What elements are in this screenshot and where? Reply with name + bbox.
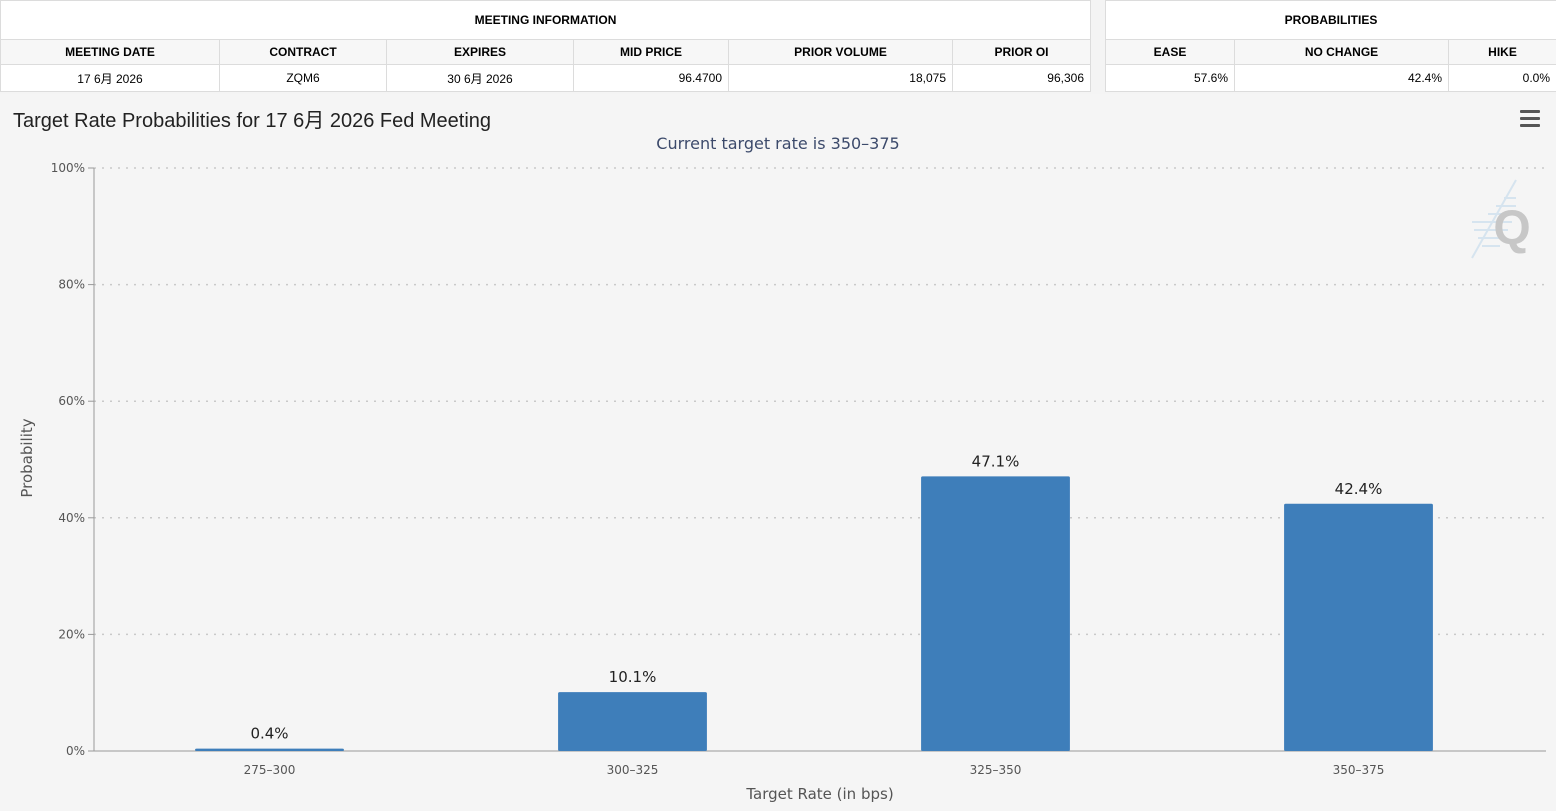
- bar[interactable]: [195, 748, 344, 751]
- logo-letter: Q: [1493, 202, 1530, 255]
- y-tick-label: 80%: [58, 278, 85, 292]
- bar[interactable]: [558, 692, 707, 751]
- x-axis-ticks: 275–300 300–325 325–350 350–375: [244, 763, 1385, 777]
- header-expires: EXPIRES: [386, 39, 574, 65]
- cell-prior-oi: 96,306: [952, 64, 1091, 92]
- cell-ease: 57.6%: [1105, 64, 1235, 92]
- data-label: 47.1%: [972, 452, 1020, 470]
- header-prior-volume: PRIOR VOLUME: [728, 39, 953, 65]
- cell-prior-volume: 18,075: [728, 64, 953, 92]
- header-meeting-date: MEETING DATE: [0, 39, 220, 65]
- data-labels: 0.4% 10.1% 47.1% 42.4%: [250, 452, 1382, 742]
- x-axis-title: Target Rate (in bps): [745, 785, 893, 803]
- probabilities-table: PROBABILITIES EASE NO CHANGE HIKE 57.6% …: [1104, 0, 1556, 92]
- y-axis-title: Probability: [18, 418, 36, 497]
- cell-hike: 0.0%: [1447, 64, 1556, 92]
- header-contract: CONTRACT: [219, 39, 387, 65]
- y-tick-label: 20%: [58, 627, 85, 641]
- table-row: 57.6% 42.4% 0.0%: [1105, 64, 1556, 92]
- q-logo-icon: Q: [1471, 179, 1531, 259]
- y-tick-label: 40%: [58, 511, 85, 525]
- x-tick-label: 325–350: [970, 763, 1022, 777]
- y-axis-ticks: 0% 20% 40% 60% 80% 100%: [51, 161, 94, 758]
- cell-contract: ZQM6: [219, 64, 387, 92]
- data-label: 42.4%: [1335, 480, 1383, 498]
- x-tick-label: 350–375: [1333, 763, 1385, 777]
- x-tick-label: 300–325: [607, 763, 659, 777]
- chart-subtitle: Current target rate is 350–375: [656, 134, 900, 153]
- cell-expires: 30 6月 2026: [386, 64, 574, 92]
- bars: [195, 476, 1433, 751]
- cell-no-change: 42.4%: [1234, 64, 1449, 92]
- x-tick-label: 275–300: [244, 763, 296, 777]
- header-ease: EASE: [1105, 39, 1235, 65]
- header-mid-price: MID PRICE: [573, 39, 729, 65]
- chart-title: Target Rate Probabilities for 17 6月 2026…: [13, 110, 492, 132]
- data-label: 10.1%: [609, 668, 657, 686]
- bar[interactable]: [1284, 503, 1433, 751]
- bar[interactable]: [921, 476, 1070, 751]
- meeting-information-table: MEETING INFORMATION MEETING DATE CONTRAC…: [0, 0, 1091, 92]
- cell-mid-price: 96.4700: [573, 64, 729, 92]
- meeting-information-title: MEETING INFORMATION: [0, 0, 1091, 40]
- data-label: 0.4%: [250, 725, 288, 743]
- cell-meeting-date: 17 6月 2026: [0, 64, 220, 92]
- hamburger-menu-icon[interactable]: [1518, 110, 1542, 130]
- y-tick-label: 60%: [58, 394, 85, 408]
- header-hike: HIKE: [1447, 39, 1556, 65]
- table-row: 17 6月 2026 ZQM6 30 6月 2026 96.4700 18,07…: [0, 64, 1091, 92]
- y-tick-label: 100%: [51, 161, 85, 175]
- y-tick-label: 0%: [66, 744, 85, 758]
- header-prior-oi: PRIOR OI: [952, 39, 1091, 65]
